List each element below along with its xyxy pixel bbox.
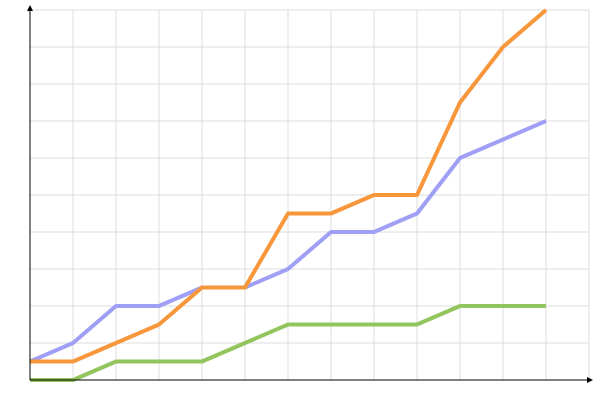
series-line bbox=[30, 8, 548, 364]
plot bbox=[29, 8, 548, 382]
series-line bbox=[29, 119, 547, 364]
series-line bbox=[30, 304, 546, 382]
